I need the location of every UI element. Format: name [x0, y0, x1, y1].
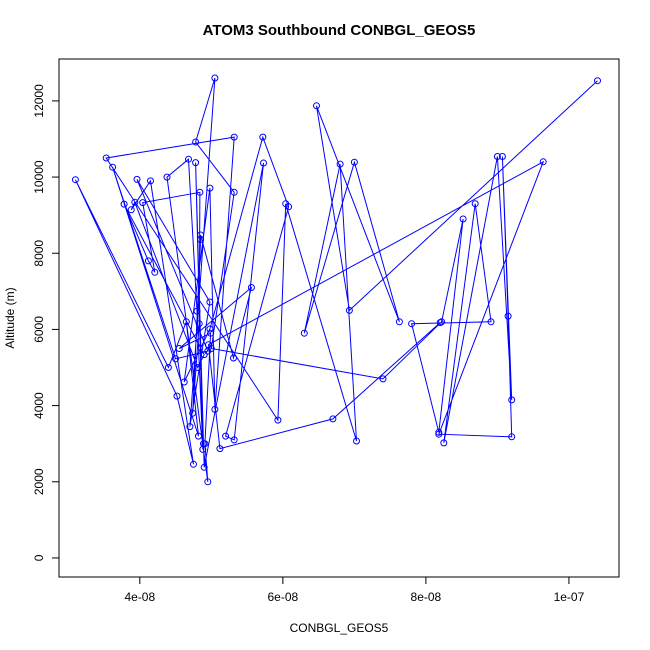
- y-tick-label: 6000: [32, 316, 46, 343]
- data-point: [180, 378, 188, 386]
- data-point: [230, 354, 237, 362]
- data-point: [285, 203, 293, 211]
- data-point: [350, 158, 358, 166]
- data-point: [193, 307, 201, 315]
- data-point: [120, 200, 128, 208]
- x-axis: 4e-08 6e-08 8e-08 1e-07: [124, 576, 585, 604]
- y-axis: 0 2000 4000 6000 8000 10000 12000: [32, 84, 60, 561]
- x-tick-label: 4e-08: [124, 590, 155, 604]
- data-point: [222, 432, 230, 440]
- data-point: [182, 318, 190, 326]
- data-point: [127, 206, 135, 214]
- data-point: [329, 415, 337, 423]
- data-point: [173, 392, 181, 400]
- data-point: [300, 329, 308, 337]
- data-point: [594, 77, 601, 85]
- y-tick-label: 12000: [32, 84, 46, 118]
- data-point: [144, 257, 152, 265]
- x-tick-label: 1e-07: [554, 590, 585, 604]
- data-point: [139, 199, 147, 207]
- data-point: [508, 396, 516, 404]
- data-point: [109, 163, 117, 171]
- data-point: [435, 428, 443, 436]
- data-point: [379, 375, 387, 383]
- y-tick-label: 8000: [32, 240, 46, 267]
- data-point: [207, 329, 215, 337]
- y-tick-label: 2000: [32, 468, 46, 495]
- data-point: [190, 460, 197, 468]
- data-point: [200, 463, 208, 471]
- data-point: [195, 320, 203, 328]
- data-point: [71, 176, 79, 184]
- y-tick-label: 4000: [32, 392, 46, 419]
- data-point: [459, 215, 467, 223]
- data-point: [336, 160, 344, 168]
- data-point: [206, 298, 214, 306]
- data-point: [353, 437, 360, 445]
- data-point: [435, 430, 443, 438]
- data-point: [274, 416, 282, 424]
- data-point: [201, 440, 209, 448]
- data-point: [164, 364, 172, 371]
- data-point: [192, 138, 200, 146]
- y-axis-label: Altitude (m): [3, 287, 17, 348]
- data-point: [211, 74, 219, 82]
- x-tick-label: 8e-08: [411, 590, 442, 604]
- data-point: [194, 364, 202, 371]
- data-point: [197, 231, 205, 239]
- series-line: [74, 77, 598, 482]
- data-point: [539, 158, 547, 166]
- data-point: [216, 445, 224, 453]
- data-point: [247, 284, 255, 291]
- data-point: [200, 351, 208, 359]
- data-point: [185, 155, 192, 163]
- data-point: [230, 133, 238, 141]
- data-point: [408, 320, 416, 328]
- data-point: [487, 318, 495, 326]
- data-point: [206, 184, 214, 192]
- data-point: [260, 159, 267, 167]
- data-point: [175, 345, 183, 352]
- data-point: [186, 423, 194, 431]
- data-point: [498, 153, 506, 160]
- data-point: [102, 154, 110, 162]
- data-point: [211, 405, 219, 413]
- data-point: [131, 198, 139, 206]
- data-point: [395, 318, 403, 326]
- data-point: [313, 102, 320, 110]
- data-point: [493, 153, 501, 160]
- data-point: [471, 200, 479, 208]
- data-point: [163, 173, 171, 181]
- data-point: [508, 433, 516, 441]
- data-point: [230, 436, 238, 444]
- data-point: [189, 409, 197, 417]
- data-point: [438, 318, 446, 326]
- data-point: [206, 325, 214, 333]
- data-point: [151, 268, 159, 276]
- data-point: [133, 175, 141, 183]
- data-point: [172, 355, 180, 363]
- data-point: [196, 188, 204, 196]
- data-point: [440, 439, 448, 447]
- data-point: [504, 312, 512, 320]
- plot-area: [71, 74, 601, 486]
- data-point: [205, 341, 212, 349]
- data-point: [147, 177, 154, 185]
- y-tick-label: 10000: [32, 160, 46, 194]
- x-tick-label: 6e-08: [268, 590, 299, 604]
- data-point: [204, 478, 212, 486]
- data-point: [195, 432, 202, 440]
- data-point: [197, 236, 205, 243]
- data-point: [345, 306, 353, 314]
- data-point: [192, 159, 200, 167]
- chart-title: ATOM3 Southbound CONBGL_GEOS5: [203, 22, 476, 39]
- data-point: [259, 133, 267, 141]
- data-point: [230, 188, 238, 196]
- data-point: [436, 319, 444, 327]
- plot-border: [58, 58, 620, 578]
- x-axis-label: CONBGL_GEOS5: [290, 621, 389, 635]
- y-tick-label: 0: [32, 554, 46, 561]
